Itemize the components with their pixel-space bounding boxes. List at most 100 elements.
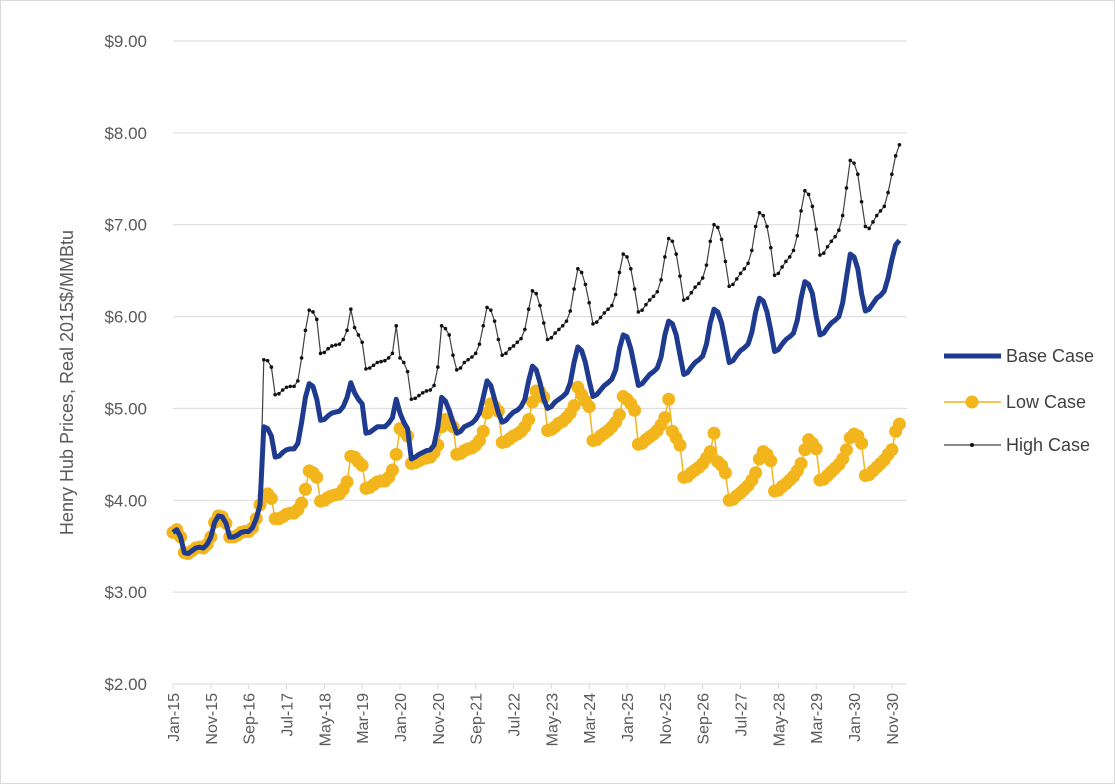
x-tick-label: Sep-16 bbox=[242, 693, 259, 745]
data-point bbox=[428, 388, 433, 392]
data-point bbox=[515, 340, 520, 345]
data-point bbox=[284, 385, 289, 390]
data-point bbox=[333, 343, 338, 347]
data-point bbox=[625, 255, 629, 259]
data-point bbox=[731, 282, 735, 287]
legend-item: Low Case bbox=[944, 392, 1086, 412]
data-point bbox=[389, 447, 403, 461]
y-tick-label: $6.00 bbox=[104, 308, 147, 327]
series-line bbox=[172, 385, 901, 555]
data-point bbox=[314, 317, 319, 322]
data-point bbox=[582, 400, 596, 414]
y-axis-label: Henry Hub Prices, Real 2015$/MMBtu bbox=[57, 230, 77, 535]
series-line bbox=[172, 144, 900, 555]
data-point bbox=[560, 323, 565, 328]
data-point bbox=[765, 224, 769, 229]
data-point bbox=[662, 392, 676, 406]
data-point bbox=[526, 307, 531, 312]
data-point bbox=[576, 267, 580, 271]
y-axis-tick-labels: $2.00 $3.00 $4.00 $5.00 $6.00 $7.00 $8.00 $9.00 bbox=[104, 32, 147, 694]
data-point bbox=[610, 303, 614, 308]
data-point bbox=[549, 335, 554, 340]
y-tick-label: $3.00 bbox=[104, 583, 147, 602]
data-point bbox=[867, 226, 871, 231]
legend-item: Base Case bbox=[944, 346, 1094, 366]
legend-marker bbox=[965, 395, 979, 409]
data-point bbox=[360, 340, 364, 345]
legend-marker bbox=[970, 443, 974, 447]
data-point bbox=[628, 403, 642, 417]
data-point bbox=[470, 355, 474, 359]
data-point bbox=[818, 253, 822, 257]
legend-label: Base Case bbox=[1006, 346, 1094, 366]
data-point bbox=[663, 255, 667, 259]
data-point bbox=[693, 285, 697, 289]
data-point bbox=[613, 292, 618, 297]
data-point bbox=[839, 443, 853, 457]
data-point bbox=[298, 482, 312, 496]
data-point bbox=[568, 309, 573, 313]
data-point bbox=[534, 291, 539, 296]
data-point bbox=[829, 239, 834, 244]
data-point bbox=[795, 233, 800, 238]
x-tick-label: Nov-25 bbox=[658, 693, 675, 745]
data-point bbox=[594, 320, 599, 324]
data-point bbox=[749, 466, 763, 480]
data-point bbox=[530, 289, 535, 293]
data-point bbox=[791, 248, 796, 253]
x-tick-label: May-23 bbox=[544, 693, 561, 746]
data-point bbox=[507, 346, 512, 351]
data-point bbox=[340, 475, 354, 489]
legend-item: High Case bbox=[944, 435, 1090, 455]
data-point bbox=[794, 457, 808, 471]
data-point bbox=[492, 319, 497, 323]
data-point bbox=[666, 236, 671, 241]
data-point bbox=[504, 351, 508, 356]
data-point bbox=[685, 296, 690, 301]
data-point bbox=[644, 302, 648, 307]
data-point bbox=[742, 267, 747, 271]
data-point bbox=[809, 442, 823, 456]
x-tick-label: Jul-27 bbox=[734, 693, 751, 737]
y-tick-label: $7.00 bbox=[104, 216, 147, 235]
x-tick-label: Jan-20 bbox=[393, 693, 410, 742]
data-point bbox=[878, 209, 883, 213]
data-point bbox=[364, 367, 368, 371]
data-point bbox=[567, 399, 581, 413]
data-point bbox=[432, 383, 436, 388]
data-point bbox=[655, 289, 660, 294]
data-point bbox=[447, 333, 451, 337]
x-tick-label: Nov-15 bbox=[204, 693, 221, 745]
data-point bbox=[806, 192, 811, 197]
data-point bbox=[750, 248, 754, 253]
data-point bbox=[651, 294, 656, 299]
data-point bbox=[489, 308, 493, 312]
data-point bbox=[476, 424, 490, 438]
data-point bbox=[712, 222, 716, 227]
series-base-case bbox=[171, 238, 902, 557]
data-point bbox=[893, 154, 898, 158]
data-point bbox=[587, 300, 591, 305]
data-point bbox=[401, 360, 406, 365]
data-point bbox=[776, 271, 781, 276]
data-point bbox=[349, 307, 353, 312]
data-point bbox=[273, 392, 277, 397]
data-point bbox=[833, 234, 837, 239]
data-point bbox=[383, 358, 387, 363]
data-point bbox=[525, 395, 539, 409]
y-tick-label: $2.00 bbox=[104, 675, 147, 694]
series-high-case bbox=[171, 142, 902, 556]
legend: Base Case Low Case High Case bbox=[944, 346, 1094, 455]
data-point bbox=[413, 396, 417, 401]
data-point bbox=[697, 281, 701, 286]
series-layer bbox=[166, 142, 906, 561]
data-point bbox=[477, 342, 482, 346]
data-point bbox=[458, 366, 463, 370]
data-point bbox=[852, 161, 856, 165]
x-tick-label: Jan-25 bbox=[620, 693, 637, 742]
data-point bbox=[337, 342, 342, 346]
x-tick-label: Jan-15 bbox=[166, 693, 183, 742]
data-point bbox=[780, 265, 784, 269]
data-point bbox=[761, 213, 766, 218]
